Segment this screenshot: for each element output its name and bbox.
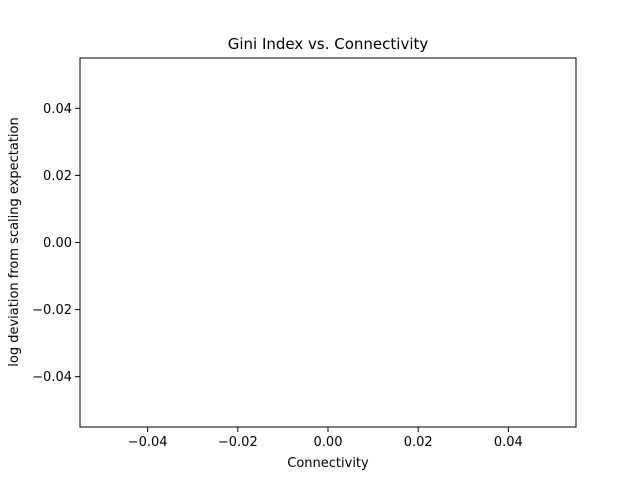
y-tick-label: −0.02: [32, 303, 72, 318]
x-tick-label: 0.02: [404, 435, 433, 450]
axes-frame: [79, 57, 577, 428]
plot-area: −0.04 −0.02 0.00 0.02 0.04 −0.04 −0.02 0.00 0.02…: [32, 57, 577, 450]
y-tick-label: 0.00: [43, 236, 72, 251]
y-tick-label: 0.04: [43, 102, 72, 117]
x-axis-label: Connectivity: [287, 456, 369, 471]
y-tick-label: 0.02: [43, 169, 72, 184]
y-axis-label: log deviation from scaling expectation: [7, 117, 22, 366]
x-tick-label: 0.04: [494, 435, 523, 450]
x-tick-label: −0.02: [218, 435, 258, 450]
chart-title: Gini Index vs. Connectivity: [228, 35, 429, 53]
y-tick-label: −0.04: [32, 370, 72, 385]
x-tick-label: −0.04: [128, 435, 168, 450]
x-tick-label: 0.00: [314, 435, 343, 450]
